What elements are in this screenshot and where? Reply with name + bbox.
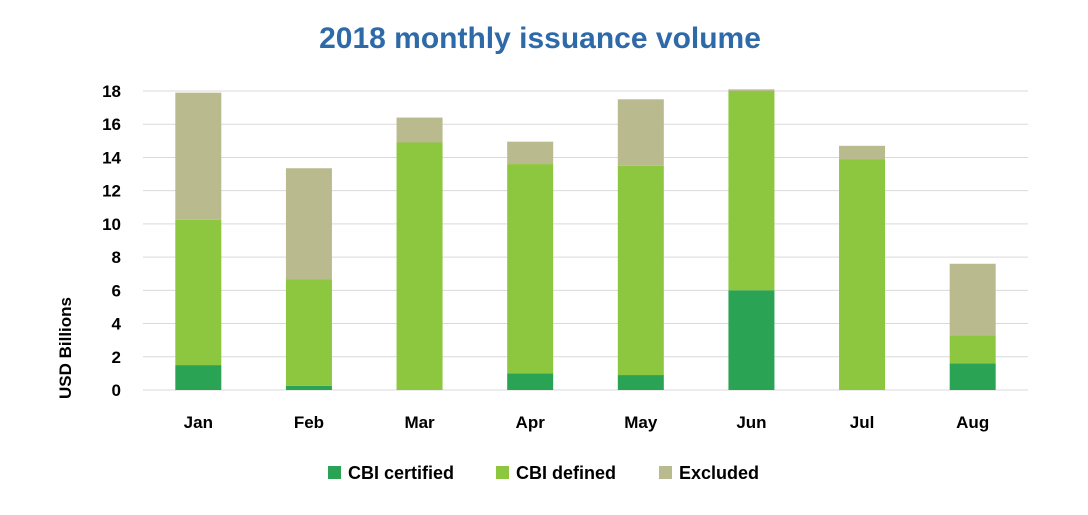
gridlines bbox=[143, 90, 1028, 391]
y-tick-label: 8 bbox=[112, 248, 121, 267]
y-tick-label: 12 bbox=[102, 182, 121, 201]
x-tick-label: Jun bbox=[736, 413, 766, 432]
x-axis-ticks: Jan Feb Mar Apr May Jun Jul Aug bbox=[184, 413, 990, 432]
y-tick-label: 2 bbox=[112, 348, 121, 367]
x-tick-label: Apr bbox=[516, 413, 546, 432]
legend-swatch bbox=[496, 466, 509, 479]
bar-excluded-feb bbox=[285, 168, 332, 280]
x-tick-label: Mar bbox=[404, 413, 435, 432]
bar-excluded-aug bbox=[949, 263, 996, 336]
bar-excluded-jul bbox=[839, 145, 886, 160]
legend-swatch bbox=[328, 466, 341, 479]
bars bbox=[175, 89, 996, 390]
bar-cbi-defined-jul bbox=[839, 159, 886, 390]
bar-cbi-defined-feb bbox=[285, 279, 332, 386]
legend-label: CBI defined bbox=[516, 463, 616, 483]
y-tick-label: 14 bbox=[102, 148, 121, 167]
bar-cbi-certified-aug bbox=[949, 363, 996, 390]
bar-cbi-defined-apr bbox=[507, 164, 554, 374]
bar-cbi-defined-may bbox=[617, 165, 664, 376]
y-tick-label: 4 bbox=[112, 315, 122, 334]
chart-title: 2018 monthly issuance volume bbox=[319, 22, 761, 55]
bar-cbi-certified-jan bbox=[175, 365, 222, 390]
bar-excluded-mar bbox=[396, 117, 443, 143]
bar-cbi-certified-feb bbox=[285, 385, 332, 390]
bar-cbi-certified-jun bbox=[728, 290, 775, 390]
legend-swatch bbox=[659, 466, 672, 479]
y-axis-label: USD Billions bbox=[56, 297, 75, 399]
y-tick-label: 10 bbox=[102, 215, 121, 234]
bar-cbi-certified-apr bbox=[507, 373, 554, 390]
bar-excluded-apr bbox=[507, 141, 554, 165]
legend-label: Excluded bbox=[679, 463, 759, 483]
legend: CBI certified CBI defined Excluded bbox=[328, 463, 759, 483]
y-axis-ticks: 0 2 4 6 8 10 12 14 16 18 bbox=[102, 82, 121, 400]
x-tick-label: Feb bbox=[294, 413, 324, 432]
bar-cbi-defined-jun bbox=[728, 91, 775, 291]
bar-cbi-defined-aug bbox=[949, 335, 996, 364]
x-tick-label: May bbox=[624, 413, 658, 432]
y-tick-label: 16 bbox=[102, 115, 121, 134]
bar-cbi-certified-may bbox=[617, 375, 664, 390]
y-tick-label: 18 bbox=[102, 82, 121, 101]
legend-label: CBI certified bbox=[348, 463, 454, 483]
y-tick-label: 6 bbox=[112, 281, 121, 300]
bar-cbi-defined-mar bbox=[396, 142, 443, 390]
y-tick-label: 0 bbox=[112, 381, 121, 400]
bar-excluded-jan bbox=[175, 92, 222, 220]
bar-excluded-jun bbox=[728, 89, 775, 91]
x-tick-label: Jul bbox=[850, 413, 875, 432]
bar-cbi-defined-jan bbox=[175, 219, 222, 366]
bar-excluded-may bbox=[617, 99, 664, 166]
x-tick-label: Jan bbox=[184, 413, 213, 432]
x-tick-label: Aug bbox=[956, 413, 989, 432]
